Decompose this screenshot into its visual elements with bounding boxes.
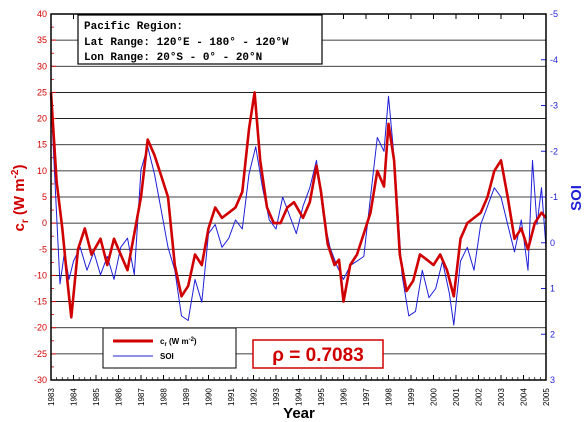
right-tick-label: -3	[550, 101, 558, 111]
legend-label-soi: SOI	[160, 352, 174, 361]
left-tick-label: 20	[37, 114, 47, 124]
x-tick-label: 1985	[92, 388, 101, 406]
series-line-soi	[50, 95, 547, 326]
x-axis-title: Year	[283, 405, 315, 422]
x-tick-label: 2003	[497, 388, 506, 406]
right-tick-label: 3	[550, 375, 555, 385]
x-tick-label: 1999	[407, 388, 416, 406]
x-tick-label: 1987	[137, 388, 146, 406]
y-axis-title-left: cr (W m-2)	[10, 165, 31, 232]
y-axis-title-right: SOI	[568, 185, 585, 211]
info-line-1: Pacific Region:	[84, 21, 183, 33]
x-tick-label: 1992	[250, 388, 259, 406]
x-tick-label: 2004	[520, 388, 529, 406]
x-tick-label: 1988	[160, 388, 169, 406]
grid-lines	[51, 39, 546, 355]
x-tick-label: 1989	[182, 388, 191, 406]
info-box-frame	[77, 14, 323, 65]
left-tick-label: -25	[34, 349, 47, 359]
x-tick-label: 2002	[475, 388, 484, 406]
x-tick-label: 1994	[295, 388, 304, 406]
left-tick-label: 0	[42, 218, 47, 228]
x-tick-label: 1983	[47, 388, 56, 406]
legend: cr (W m-2) SOI	[102, 327, 237, 369]
left-tick-label: -15	[34, 297, 47, 307]
correlation-box-frame	[252, 339, 384, 369]
x-tick-label: 1984	[70, 388, 79, 406]
left-tick-label: 15	[37, 140, 47, 150]
right-tick-label: 1	[550, 284, 555, 294]
x-tick-label: 2001	[452, 388, 461, 406]
right-tick-label: 2	[550, 329, 555, 339]
right-tick-label: 0	[550, 238, 555, 248]
x-tick-label: 1986	[115, 388, 124, 406]
right-tick-label: -1	[550, 192, 558, 202]
left-tick-label: -20	[34, 323, 47, 333]
x-tick-label: 1997	[362, 388, 371, 406]
series-line-cr	[49, 91, 547, 319]
legend-frame	[102, 327, 237, 369]
x-tick-label: 1991	[227, 388, 236, 406]
left-tick-label: 40	[37, 9, 47, 19]
x-tick-label: 1993	[272, 388, 281, 406]
x-tick-label: 1996	[340, 388, 349, 406]
x-tick-label: 1998	[385, 388, 394, 406]
left-tick-label: -5	[39, 244, 47, 254]
left-tick-label: -10	[34, 270, 47, 280]
legend-label-cr: cr (W m-2)	[160, 337, 197, 348]
right-tick-label: -4	[550, 55, 558, 65]
correlation-label: ρ = 0.7083	[272, 345, 364, 366]
tick-labels: -30-25-20-15-10-505101520253035403210-1-…	[34, 9, 558, 406]
x-tick-label: 1990	[205, 388, 214, 406]
x-tick-label: 1995	[317, 388, 326, 406]
left-tick-label: 5	[42, 192, 47, 202]
left-tick-label: 25	[37, 87, 47, 97]
left-tick-label: -30	[34, 375, 47, 385]
left-tick-label: 10	[37, 166, 47, 176]
correlation-box: ρ = 0.7083	[252, 339, 384, 369]
info-line-2: Lat Range: 120°E - 180° - 120°W	[84, 37, 289, 49]
series-lines	[49, 91, 547, 326]
left-tick-label: 30	[37, 61, 47, 71]
left-tick-label: 35	[37, 35, 47, 45]
plot-frame	[50, 13, 547, 381]
x-tick-label: 2000	[430, 388, 439, 406]
right-tick-label: -2	[550, 146, 558, 156]
x-tick-label: 2005	[542, 388, 551, 406]
right-tick-label: -5	[550, 9, 558, 19]
info-box: Pacific Region: Lat Range: 120°E - 180° …	[77, 14, 323, 65]
info-line-3: Lon Range: 20°S - 0° - 20°N	[84, 52, 262, 64]
